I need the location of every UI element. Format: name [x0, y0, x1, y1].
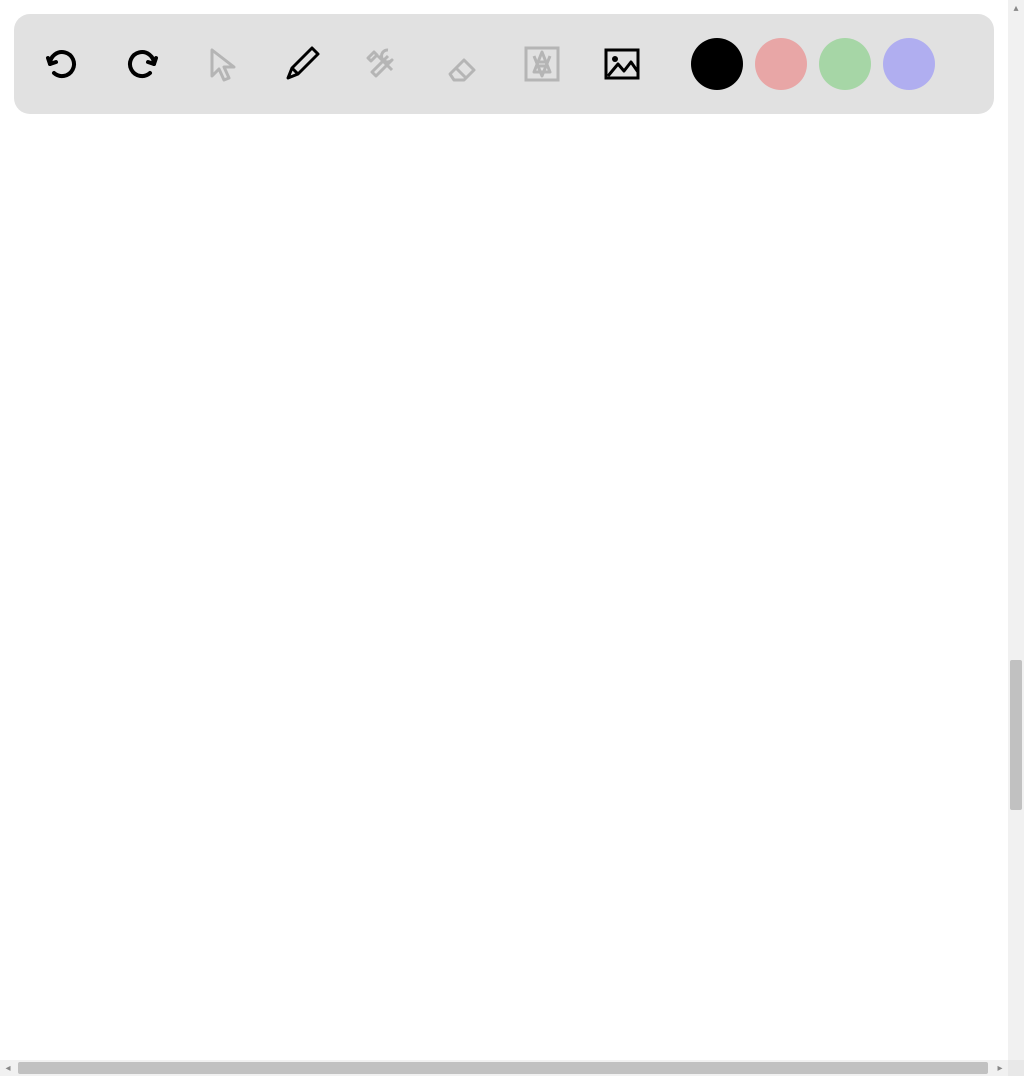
pencil-icon — [278, 40, 326, 88]
pointer-button[interactable] — [188, 30, 256, 98]
undo-icon — [38, 40, 86, 88]
scrollbar-vertical[interactable]: ▴ — [1008, 0, 1024, 1060]
scrollbar-horizontal-thumb[interactable] — [18, 1062, 988, 1074]
scroll-left-arrow-icon[interactable]: ◂ — [0, 1060, 16, 1076]
redo-button[interactable] — [108, 30, 176, 98]
color-swatch-green[interactable] — [819, 38, 871, 90]
tools-button[interactable] — [348, 30, 416, 98]
color-swatch-pink[interactable] — [755, 38, 807, 90]
scrollbar-horizontal[interactable]: ◂ ▸ — [0, 1060, 1008, 1076]
scroll-up-arrow-icon[interactable]: ▴ — [1008, 0, 1024, 16]
text-icon — [518, 40, 566, 88]
pencil-button[interactable] — [268, 30, 336, 98]
eraser-icon — [438, 40, 486, 88]
text-button[interactable] — [508, 30, 576, 98]
tools-icon — [358, 40, 406, 88]
undo-button[interactable] — [28, 30, 96, 98]
color-swatch-purple[interactable] — [883, 38, 935, 90]
redo-icon — [118, 40, 166, 88]
image-icon — [598, 40, 646, 88]
pointer-icon — [198, 40, 246, 88]
eraser-button[interactable] — [428, 30, 496, 98]
toolbar — [14, 14, 994, 114]
drawing-canvas[interactable] — [0, 0, 1008, 1060]
image-button[interactable] — [588, 30, 656, 98]
scroll-corner — [1008, 1060, 1024, 1076]
scroll-right-arrow-icon[interactable]: ▸ — [992, 1060, 1008, 1076]
color-swatch-black[interactable] — [691, 38, 743, 90]
scrollbar-vertical-thumb[interactable] — [1010, 660, 1022, 810]
